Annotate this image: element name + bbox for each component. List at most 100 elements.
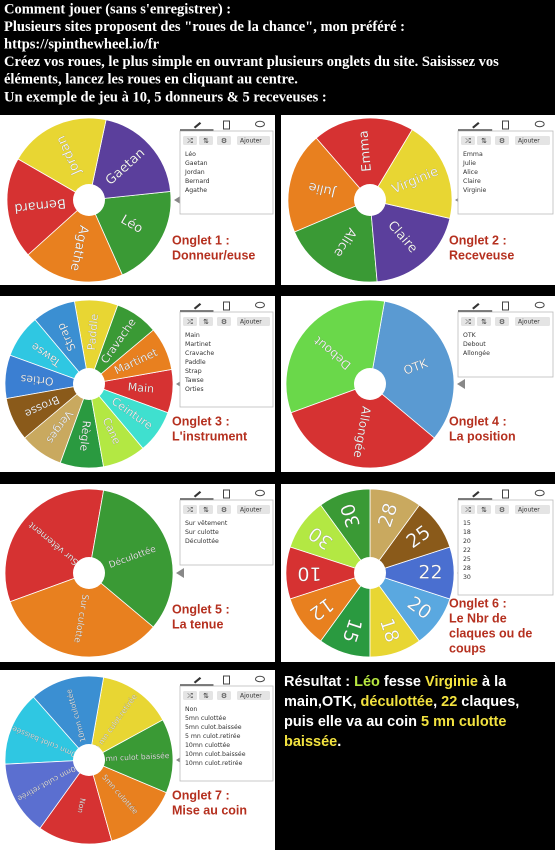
wheel-segment	[9, 572, 154, 658]
add-button[interactable]	[237, 505, 270, 514]
tool-button[interactable]	[217, 505, 231, 514]
add-button[interactable]	[515, 317, 550, 326]
tool-button[interactable]	[199, 691, 213, 700]
entry: Alice	[463, 169, 478, 176]
wheel-label: Bernard	[14, 195, 67, 215]
eye-icon	[254, 675, 265, 683]
tool-button[interactable]	[495, 317, 509, 326]
wheel-hub	[73, 368, 105, 400]
entry: Jordan	[184, 169, 205, 176]
entry: Martinet	[185, 341, 212, 348]
pencil-icon	[193, 122, 202, 129]
wheel-segment	[4, 696, 90, 765]
tool-button[interactable]	[477, 505, 491, 514]
wheel-segment	[88, 759, 167, 842]
wheel-segment	[27, 199, 123, 283]
tool-button[interactable]	[461, 317, 475, 326]
add-button[interactable]	[515, 136, 550, 145]
entry: 28	[463, 565, 471, 572]
tool-icon: ⤮	[465, 506, 471, 514]
tool-icon: ⤮	[187, 692, 193, 700]
header-line: https://spinthewheel.io/fr	[4, 37, 160, 53]
result-run: .	[337, 734, 342, 750]
wheel-label: Règle	[77, 420, 93, 452]
tool-icon: ⤮	[465, 318, 471, 326]
tool-button[interactable]	[183, 505, 197, 514]
entry: Strap	[185, 368, 202, 375]
tool-button[interactable]	[183, 317, 197, 326]
tool-icon: ⚙	[221, 692, 227, 700]
tool-icon: ⚙	[499, 318, 505, 326]
wheel-segment	[88, 719, 174, 794]
tool-button[interactable]	[199, 136, 213, 145]
entry: Orties	[185, 386, 204, 393]
tool-button[interactable]	[183, 691, 197, 700]
result-run: Résultat :	[284, 674, 355, 690]
result-run: 5 mn culotte baissée	[284, 714, 511, 750]
entry: Gaetan	[185, 160, 208, 167]
result-run: Léo	[354, 674, 380, 690]
tool-button[interactable]	[495, 136, 509, 145]
caption-line: Receveuse	[449, 248, 514, 262]
caption-line: coups	[449, 641, 486, 655]
tool-button[interactable]	[199, 317, 213, 326]
tool-icon: ⤮	[187, 318, 193, 326]
add-button[interactable]	[237, 136, 270, 145]
wheel-hub	[354, 557, 386, 589]
wheel-segment	[289, 572, 372, 642]
clipboard-icon	[502, 301, 509, 311]
add-button[interactable]	[515, 505, 550, 514]
clipboard-icon	[502, 120, 509, 130]
tool-button[interactable]	[495, 505, 509, 514]
tool-button[interactable]	[217, 317, 231, 326]
wheel-segment	[290, 383, 435, 469]
wheel-segment	[369, 129, 453, 219]
tool-button[interactable]	[461, 136, 475, 145]
entry: Allongée	[463, 349, 490, 357]
entry: Main	[185, 332, 200, 339]
wheel-segment	[88, 676, 164, 761]
tool-icon: ⤮	[187, 137, 193, 145]
wheel-hub	[73, 557, 105, 589]
wheel-label: Julie	[307, 179, 338, 200]
tool-icon: ⤮	[465, 137, 471, 145]
tool-icon: ⇅	[481, 137, 487, 145]
eye-icon	[254, 489, 265, 497]
editor-box	[457, 499, 554, 596]
result-run: 22	[441, 694, 458, 710]
clipboard-icon	[223, 489, 230, 499]
tool-button[interactable]	[461, 505, 475, 514]
add-button-label: Ajouter	[518, 319, 540, 326]
entry: Cravache	[185, 350, 214, 357]
result-run: à la main,OTK,	[284, 674, 511, 710]
tool-button[interactable]	[199, 505, 213, 514]
wheel-hub	[354, 368, 386, 400]
tool-button[interactable]	[217, 691, 231, 700]
tool-icon: ⚙	[221, 318, 227, 326]
entry: Sur culotte	[185, 529, 219, 536]
caption-line: Onglet 1 :	[172, 233, 230, 247]
entry: 5 mn culot.retirée	[185, 732, 241, 740]
tool-button[interactable]	[217, 136, 231, 145]
entry: Sur vêtement	[185, 519, 228, 527]
tool-icon: ⚙	[221, 506, 227, 514]
wheel-segment	[4, 759, 90, 829]
tool-button[interactable]	[183, 136, 197, 145]
tool-button[interactable]	[477, 136, 491, 145]
tool-button[interactable]	[477, 317, 491, 326]
caption-line: Donneur/euse	[172, 248, 255, 262]
wheel-segment	[39, 759, 113, 845]
wheel-label: Paddle	[85, 313, 101, 351]
entry: Virginie	[463, 187, 487, 194]
tool-icon: ⇅	[203, 506, 209, 514]
add-button[interactable]	[237, 317, 270, 326]
entry: 5mn culot.baissée	[185, 723, 242, 731]
wheel-label: Orties	[20, 372, 54, 388]
clipboard-icon	[223, 675, 230, 685]
tool-icon: ⚙	[499, 506, 505, 514]
add-button[interactable]	[237, 691, 270, 700]
